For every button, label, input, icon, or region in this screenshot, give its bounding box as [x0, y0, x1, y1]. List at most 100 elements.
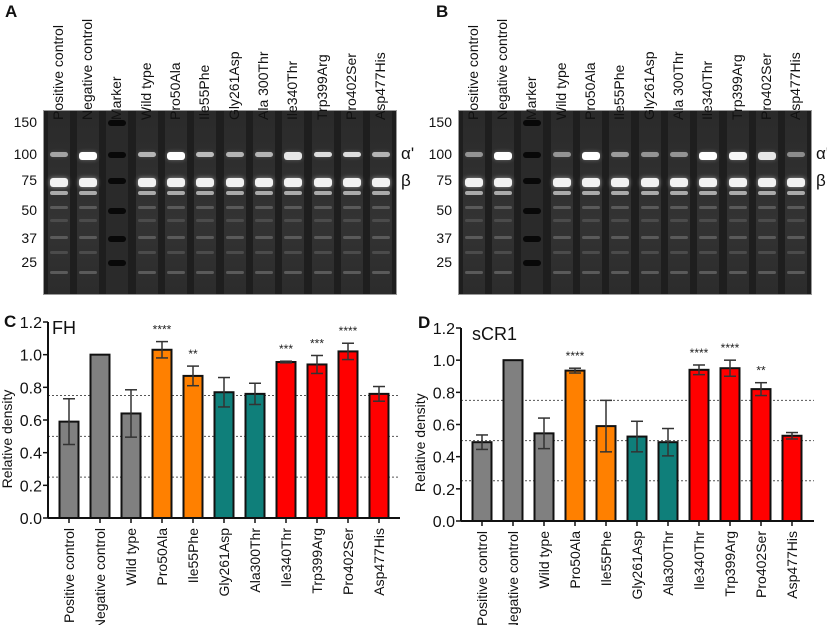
gel-lane — [223, 111, 246, 294]
gel-lane-label: Ala 300Thr — [255, 51, 271, 120]
x-tick-label: Ile340Thr — [278, 528, 294, 587]
x-tick-label: Asp477His — [784, 531, 800, 599]
faint-band — [611, 236, 630, 239]
molecular-weight-label: 50 — [21, 202, 37, 218]
error-bar — [755, 381, 767, 397]
bar — [275, 361, 297, 520]
faint-band — [196, 206, 215, 209]
gel-lane-label: Ala 300Thr — [670, 51, 686, 120]
x-tick-label: Ile55Phe — [598, 531, 614, 586]
gel-lane — [341, 111, 363, 294]
faint-band — [670, 206, 688, 209]
faint-band — [640, 191, 659, 195]
beta-band — [284, 178, 303, 187]
gel-lane-label: Positive control — [49, 25, 66, 120]
marker-band — [108, 236, 127, 242]
x-tick-label: Wild type — [123, 528, 139, 586]
faint-band — [464, 191, 483, 195]
faint-band — [225, 219, 244, 222]
faint-band — [640, 251, 659, 254]
molecular-weight-label: 150 — [428, 114, 452, 130]
molecular-weight-label: 37 — [436, 230, 452, 246]
alpha-band — [464, 152, 483, 157]
panel-letter-d: D — [418, 313, 431, 332]
alpha-band — [167, 152, 185, 160]
gel-lane-label: Ile55Phe — [611, 64, 628, 120]
y-tick-label: 0.4 — [20, 446, 42, 463]
faint-band — [137, 271, 156, 274]
bar — [213, 391, 235, 519]
error-bar — [373, 385, 385, 402]
faint-band — [372, 271, 391, 274]
alpha-band — [728, 152, 747, 160]
significance-marker: **** — [721, 341, 740, 355]
faint-band — [670, 251, 688, 254]
beta-band — [758, 178, 776, 187]
significance-marker: **** — [690, 346, 709, 360]
faint-band — [582, 219, 600, 222]
bar — [244, 392, 266, 519]
faint-band — [699, 251, 718, 254]
gel-lane-label: Gly261Asp — [225, 51, 242, 120]
faint-band — [49, 236, 68, 239]
error-bar — [63, 398, 75, 446]
alpha-band — [670, 152, 688, 157]
alpha-band — [372, 152, 391, 157]
faint-band — [758, 271, 776, 274]
faint-band — [611, 271, 630, 274]
error-bar — [311, 354, 323, 375]
y-axis-label: Relative density — [412, 393, 428, 492]
gel-lane-label: Pro402Ser — [343, 53, 359, 120]
faint-band — [196, 191, 215, 195]
alpha-band — [196, 152, 215, 157]
marker-band — [523, 178, 542, 184]
gel-lane-label: Wild type — [137, 62, 154, 120]
faint-band — [464, 271, 483, 274]
y-tick-label: 0.6 — [20, 413, 42, 430]
faint-band — [787, 191, 806, 195]
gel-lane-label: Wild type — [552, 62, 569, 120]
beta-band — [313, 178, 332, 187]
marker-band — [523, 208, 542, 214]
x-tick-label: Pro50Ala — [567, 531, 583, 589]
faint-band — [49, 219, 68, 222]
beta-band — [611, 178, 630, 187]
faint-band — [699, 236, 718, 239]
gel-lane — [77, 111, 99, 294]
faint-band — [552, 191, 571, 195]
beta-band — [494, 178, 512, 187]
faint-band — [255, 271, 273, 274]
faint-band — [137, 206, 156, 209]
beta-band — [552, 178, 571, 187]
alpha-band — [494, 152, 512, 160]
faint-band — [728, 271, 747, 274]
beta-band — [640, 178, 659, 187]
gel-lane-label: Marker — [523, 76, 540, 120]
significance-marker: ** — [188, 347, 198, 361]
gel-lane — [726, 111, 749, 294]
chart-title: sCR1 — [472, 324, 517, 344]
x-tick-label: Negative control — [92, 528, 108, 625]
faint-band — [372, 206, 391, 209]
faint-band — [196, 236, 215, 239]
faint-band — [552, 219, 571, 222]
faint-band — [728, 251, 747, 254]
significance-marker: *** — [310, 336, 324, 350]
gel-lane-label: Trp399Arg — [728, 54, 745, 120]
x-tick-label: Trp399Arg — [722, 531, 738, 597]
faint-band — [640, 236, 659, 239]
faint-band — [464, 206, 483, 209]
panel-letter-b: B — [436, 2, 449, 21]
faint-band — [552, 271, 571, 274]
faint-band — [167, 219, 185, 222]
faint-band — [313, 271, 332, 274]
faint-band — [582, 271, 600, 274]
faint-band — [787, 251, 806, 254]
faint-band — [313, 251, 332, 254]
faint-band — [137, 219, 156, 222]
faint-band — [196, 251, 215, 254]
marker-band — [108, 152, 127, 158]
faint-band — [699, 191, 718, 195]
x-tick-label: Ile340Thr — [691, 531, 707, 590]
gel-a — [43, 110, 397, 295]
